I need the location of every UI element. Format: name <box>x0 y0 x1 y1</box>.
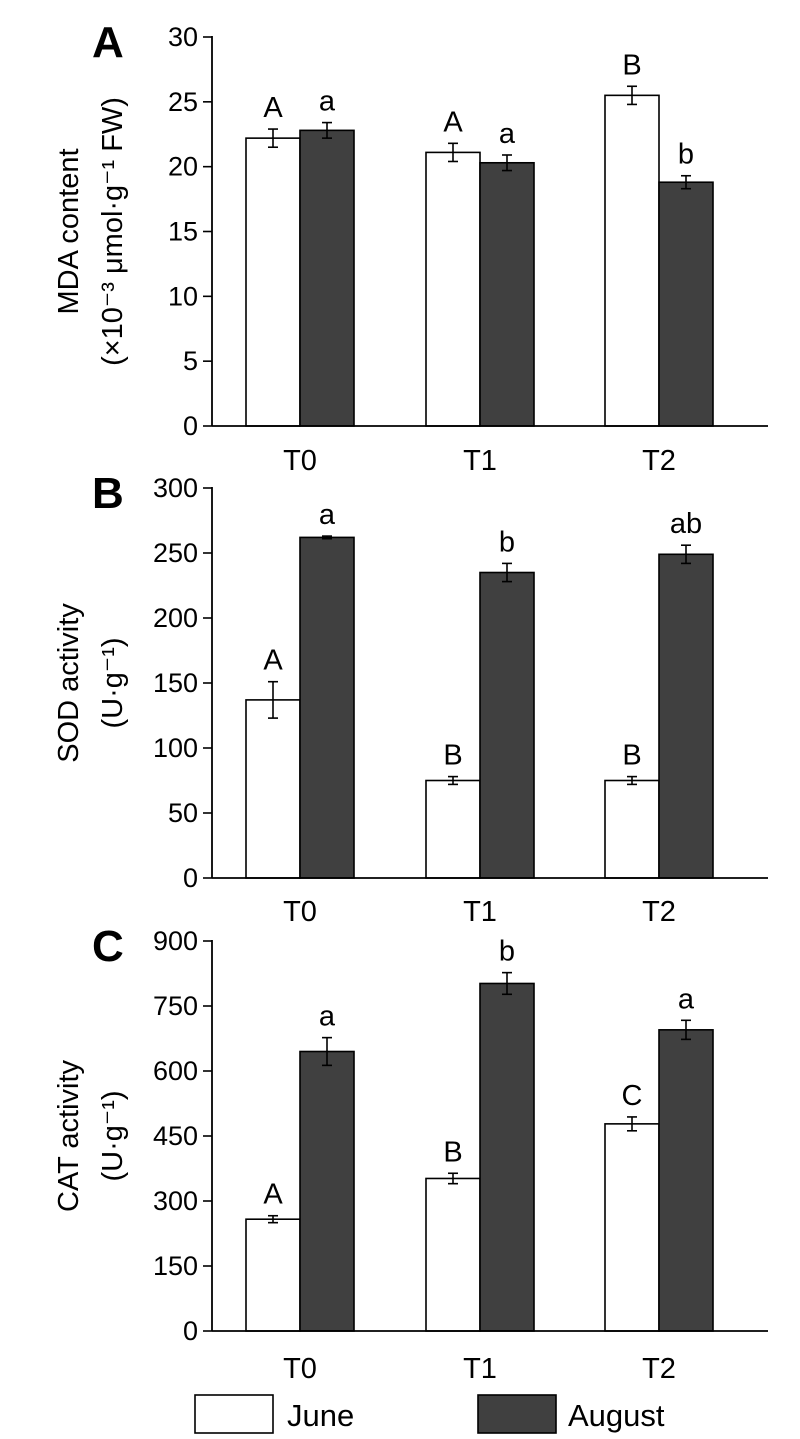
bar-august-t2 <box>658 1029 714 1332</box>
bar-june-t0 <box>245 137 301 427</box>
y-tick-label: 450 <box>153 1121 198 1151</box>
y-axis-label: MDA content <box>53 148 85 314</box>
significance-label: b <box>499 526 515 558</box>
bar-june-t2 <box>604 779 660 879</box>
y-tick-label: 30 <box>168 22 198 52</box>
y-tick-label: 0 <box>183 411 198 441</box>
bar-august-t1 <box>479 571 535 879</box>
chart-panel-b: B SOD activity (U·g⁻¹) 0 50 100 150 200 250 300 A B… <box>53 469 768 928</box>
significance-label: A <box>263 1179 283 1211</box>
bar-august-t2 <box>658 553 714 879</box>
significance-label: B <box>443 1136 462 1168</box>
legend-label-august: August <box>568 1398 665 1433</box>
significance-label: a <box>319 86 336 118</box>
bar-june-t0 <box>245 1218 301 1332</box>
y-tick-label: 15 <box>168 217 198 247</box>
significance-label: a <box>319 499 336 531</box>
legend: June August <box>194 1394 665 1434</box>
significance-label: B <box>443 740 462 772</box>
significance-label: a <box>499 118 516 150</box>
y-axis-label: CAT activity <box>53 1059 85 1212</box>
bar-june-t1 <box>425 779 481 879</box>
significance-label: A <box>263 645 283 677</box>
panel-letter: B <box>92 469 124 518</box>
legend-swatch-june <box>194 1394 274 1434</box>
bar-june-t2 <box>604 94 660 427</box>
significance-label: b <box>678 139 694 171</box>
y-tick-label: 5 <box>183 346 198 376</box>
y-tick-label: 100 <box>153 733 198 763</box>
y-tick-label: 10 <box>168 281 198 311</box>
y-tick-label: 50 <box>168 798 198 828</box>
y-tick-label: 300 <box>153 473 198 503</box>
y-axis-unit-label: (U·g⁻¹) <box>97 637 129 728</box>
panel-letter: A <box>92 18 124 67</box>
bar-june-t1 <box>425 151 481 427</box>
legend-label-june: June <box>287 1398 354 1433</box>
significance-label: b <box>499 936 515 968</box>
bar-june-t2 <box>604 1123 660 1332</box>
y-tick-label: 250 <box>153 538 198 568</box>
y-tick-label: 750 <box>153 991 198 1021</box>
x-tick-label: T2 <box>642 1353 676 1385</box>
bar-august-t0 <box>299 536 355 879</box>
x-tick-label: T0 <box>283 896 317 928</box>
x-tick-label: T2 <box>642 445 676 477</box>
legend-swatch-august <box>477 1394 557 1434</box>
chart-panel-c: C CAT activity (U·g⁻¹) 0 150 300 450 600 750 900 A… <box>53 922 768 1385</box>
bar-august-t0 <box>299 1050 355 1332</box>
y-tick-label: 0 <box>183 863 198 893</box>
bar-june-t1 <box>425 1177 481 1332</box>
x-tick-label: T0 <box>283 1353 317 1385</box>
panels: A MDA content (×10⁻³ μmol·g⁻¹ FW) 0 5 10 15 20 2… <box>53 18 768 1385</box>
significance-label: A <box>443 106 463 138</box>
chart-panel-a: A MDA content (×10⁻³ μmol·g⁻¹ FW) 0 5 10 15 20 2… <box>53 18 768 477</box>
bar-august-t0 <box>299 129 355 427</box>
x-tick-label: T1 <box>463 896 497 928</box>
y-tick-label: 150 <box>153 668 198 698</box>
y-tick-label: 150 <box>153 1251 198 1281</box>
significance-label: B <box>622 49 641 81</box>
y-tick-label: 200 <box>153 603 198 633</box>
significance-label: ab <box>670 508 702 540</box>
x-tick-label: T2 <box>642 896 676 928</box>
x-tick-label: T1 <box>463 445 497 477</box>
x-tick-label: T1 <box>463 1353 497 1385</box>
y-axis-unit-label: (U·g⁻¹) <box>97 1090 129 1181</box>
bar-august-t2 <box>658 181 714 427</box>
bar-august-t1 <box>479 982 535 1332</box>
y-axis-unit-label: (×10⁻³ μmol·g⁻¹ FW) <box>97 97 129 366</box>
y-tick-label: 0 <box>183 1316 198 1346</box>
y-tick-label: 25 <box>168 87 198 117</box>
y-tick-label: 600 <box>153 1056 198 1086</box>
significance-label: B <box>622 740 641 772</box>
y-tick-label: 900 <box>153 926 198 956</box>
y-tick-label: 20 <box>168 152 198 182</box>
x-tick-label: T0 <box>283 445 317 477</box>
bar-june-t0 <box>245 699 301 879</box>
significance-label: a <box>319 1001 336 1033</box>
significance-label: a <box>678 983 695 1015</box>
bar-august-t1 <box>479 161 535 427</box>
y-tick-label: 300 <box>153 1186 198 1216</box>
panel-letter: C <box>92 922 124 971</box>
significance-label: C <box>622 1080 643 1112</box>
y-axis-label: SOD activity <box>53 603 85 763</box>
significance-label: A <box>263 92 283 124</box>
